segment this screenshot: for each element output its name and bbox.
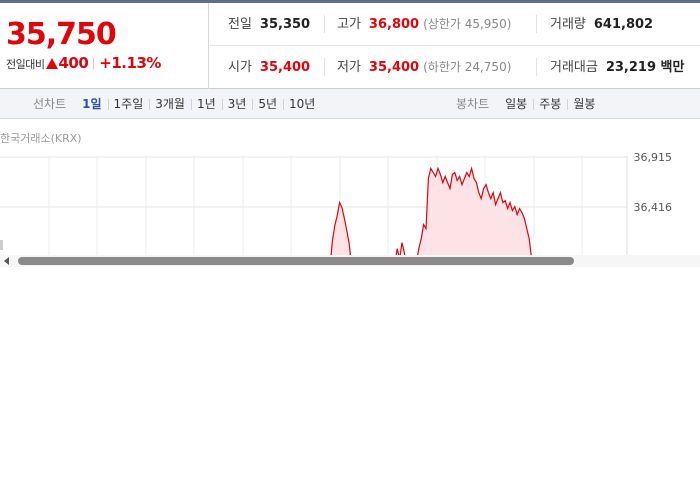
candle-chart-title: 봉차트 [456, 97, 490, 111]
top-accent-line [0, 0, 700, 3]
stat-label: 고가 [337, 17, 361, 32]
change-amount: 400 [58, 54, 89, 72]
data-source: 한국거래소(KRX) [0, 132, 82, 145]
stat-value: 36,800 [368, 17, 420, 32]
stats-table: 전일 35,350 고가 36,800 (상한가 45,950) 거래량 641,802… [210, 3, 700, 89]
divider [324, 15, 325, 33]
current-price: 35,750 [6, 17, 117, 52]
stat-high: 고가 36,800 (상한가 45,950) [337, 3, 511, 46]
current-price-box: 35,750 전일대비 400 +1.13% [0, 3, 209, 89]
chart-toolbar: 선차트 1일 1주일 3개월 1년 3년 5년 10년 봉차트 일봉 주봉 월봉 [0, 89, 700, 119]
change-divider [93, 58, 95, 69]
intraday-chart-svg: 36,915 36,416 [0, 151, 673, 255]
stat-value: 641,802 [593, 17, 654, 32]
stat-volume: 거래량 641,802 [550, 3, 653, 46]
stat-trade-amount: 거래대금 23,219 백만 [550, 46, 684, 89]
change-label: 전일대비 [6, 58, 45, 71]
stat-prev-close: 전일 35,350 [228, 3, 310, 46]
lower-limit: (하한가 24,750) [423, 60, 512, 74]
stat-label: 시가 [228, 60, 252, 75]
stat-label: 거래량 [550, 17, 586, 32]
y-tick-label: 36,915 [634, 151, 673, 164]
tab-3-years[interactable]: 3년 [221, 89, 253, 119]
divider [536, 15, 537, 33]
stat-label: 전일 [228, 17, 252, 32]
tab-daily-candle[interactable]: 일봉 [505, 97, 528, 111]
price-line [330, 166, 532, 255]
upper-limit: (상한가 45,950) [423, 17, 512, 31]
chart-horizontal-scrollbar[interactable] [0, 255, 700, 267]
scroll-left-arrow-icon[interactable] [2, 256, 12, 266]
tab-1-day[interactable]: 1일 [82, 97, 102, 111]
stats-row-1: 전일 35,350 고가 36,800 (상한가 45,950) 거래량 641,802 [210, 3, 700, 46]
stat-value: 35,400 [368, 60, 420, 75]
price-area-fill [318, 168, 546, 255]
line-chart-tabs: 선차트 1일 1주일 3개월 1년 3년 5년 10년 [33, 89, 321, 119]
tab-5-years[interactable]: 5년 [252, 89, 283, 119]
divider [324, 58, 325, 76]
price-change-row: 전일대비 400 +1.13% [6, 54, 161, 72]
up-triangle-icon [46, 58, 59, 69]
change-rate: +1.13% [99, 54, 161, 72]
stat-label: 저가 [337, 60, 361, 75]
tab-3-months[interactable]: 3개월 [149, 89, 191, 119]
tab-1-week[interactable]: 1주일 [107, 89, 150, 119]
tab-weekly-candle[interactable]: 주봉 [533, 89, 567, 119]
line-chart-title: 선차트 [33, 97, 67, 111]
y-tick-label: 36,416 [634, 201, 673, 214]
stat-value: 35,350 [259, 17, 311, 32]
left-edge-marker [0, 240, 3, 250]
stats-row-2: 시가 35,400 저가 35,400 (하한가 24,750) 거래대금 23,219… [210, 46, 700, 89]
tab-monthly-candle[interactable]: 월봉 [567, 89, 601, 119]
stat-open: 시가 35,400 [228, 46, 310, 89]
tab-10-years[interactable]: 10년 [283, 89, 321, 119]
price-summary: 35,750 전일대비 400 +1.13% 전일 35,350 고가 36,800 (상… [0, 3, 700, 89]
scrollbar-thumb[interactable] [18, 257, 574, 265]
divider [536, 58, 537, 76]
candle-chart-tabs: 봉차트 일봉 주봉 월봉 [456, 89, 601, 119]
stat-value: 35,400 [259, 60, 311, 75]
price-chart: 한국거래소(KRX) 36,915 36,416 [0, 120, 700, 255]
stat-label: 거래대금 [550, 60, 598, 75]
tab-1-year[interactable]: 1년 [190, 89, 222, 119]
stat-value: 23,219 백만 [605, 60, 685, 75]
stat-low: 저가 35,400 (하한가 24,750) [337, 46, 511, 89]
